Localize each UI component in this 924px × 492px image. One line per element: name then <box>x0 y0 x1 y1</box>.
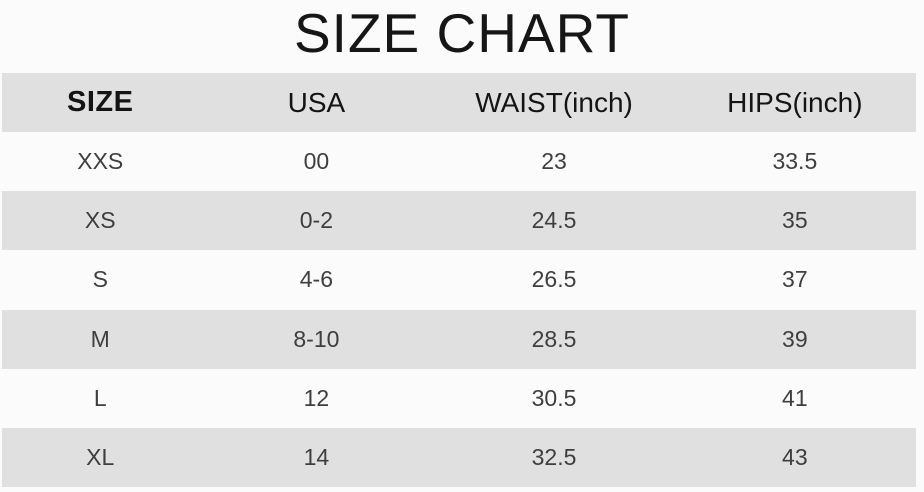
table-row: XS 0-2 24.5 35 <box>2 191 916 251</box>
cell-usa: 8-10 <box>293 325 340 352</box>
cell-waist: 32.5 <box>531 443 577 470</box>
cell-size: L <box>93 384 107 411</box>
cell-hips: 43 <box>782 443 808 470</box>
cell-usa: 12 <box>303 384 330 411</box>
cell-waist: 24.5 <box>531 207 577 234</box>
header-cell-hips: HIPS(inch) <box>727 86 863 118</box>
table-row: M 8-10 28.5 39 <box>2 309 916 369</box>
cell-size: XXS <box>77 148 124 175</box>
cell-usa: 00 <box>303 148 330 175</box>
cell-size: M <box>90 325 110 352</box>
header-cell-waist: WAIST(inch) <box>475 86 633 118</box>
cell-usa: 14 <box>303 443 330 470</box>
cell-usa: 0-2 <box>299 207 334 234</box>
cell-size: S <box>92 266 108 293</box>
cell-usa: 4-6 <box>299 266 334 293</box>
table-row: XXS 00 23 33.5 <box>2 132 916 192</box>
cell-waist: 26.5 <box>531 266 577 293</box>
cell-hips: 35 <box>782 207 808 234</box>
cell-waist: 28.5 <box>531 325 577 352</box>
cell-hips: 41 <box>782 384 808 411</box>
cell-waist: 30.5 <box>531 384 577 411</box>
cell-waist: 23 <box>541 148 567 175</box>
table-row: XL 14 32.5 43 <box>2 427 916 487</box>
table-header-row: SIZE USA WAIST(inch) HIPS(inch) <box>2 73 916 133</box>
cell-hips: 33.5 <box>772 148 818 175</box>
header-cell-size: SIZE <box>67 86 134 119</box>
header-cell-usa: USA <box>287 86 346 118</box>
cell-hips: 37 <box>782 266 808 293</box>
cell-size: XL <box>86 443 115 470</box>
page-title: SIZE CHART <box>294 2 630 64</box>
cell-hips: 39 <box>782 325 808 352</box>
table-row: L 12 30.5 41 <box>2 368 916 428</box>
size-table: SIZE USA WAIST(inch) HIPS(inch) XXS 00 2… <box>2 73 916 487</box>
table-row: S 4-6 26.5 37 <box>2 250 916 310</box>
cell-size: XS <box>84 207 116 234</box>
